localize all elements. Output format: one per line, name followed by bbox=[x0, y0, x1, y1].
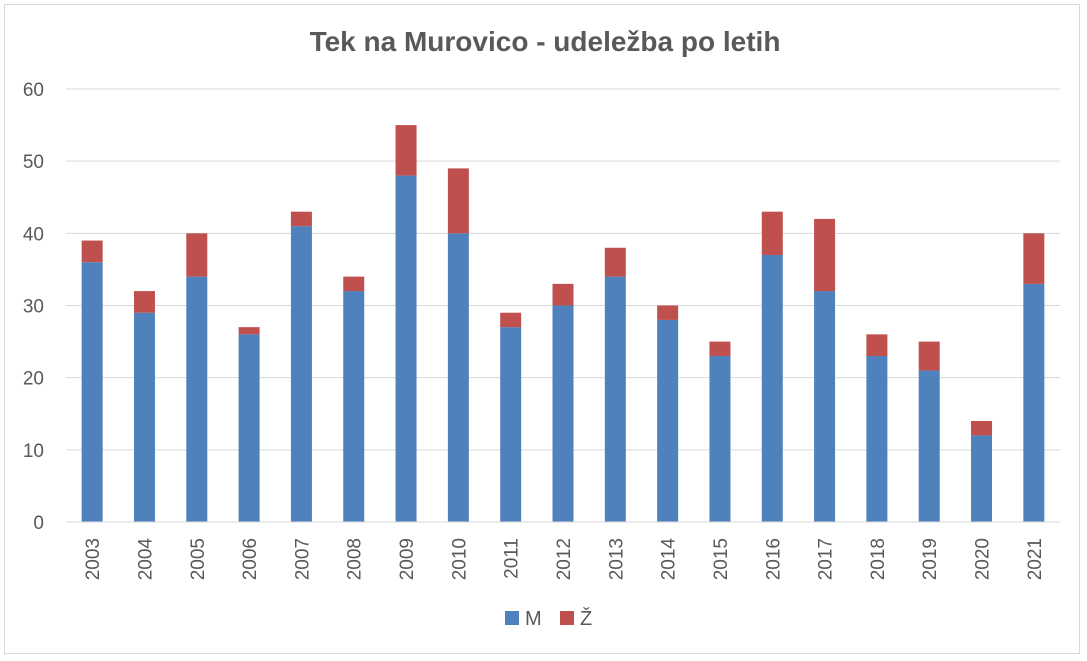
bar-ž-2005 bbox=[186, 233, 208, 277]
bar-ž-2004 bbox=[133, 291, 155, 313]
bar-m-2008 bbox=[343, 291, 365, 522]
bar-ž-2009 bbox=[395, 125, 417, 176]
x-tick-label: 2018 bbox=[868, 538, 889, 580]
bar-m-2004 bbox=[133, 312, 155, 522]
bar-m-2019 bbox=[918, 370, 940, 522]
bar-ž-2018 bbox=[866, 334, 888, 357]
x-tick-label: 2009 bbox=[397, 538, 418, 580]
bar-ž-2016 bbox=[761, 211, 783, 255]
y-tick-label: 0 bbox=[33, 513, 44, 534]
chart-frame bbox=[4, 4, 1080, 654]
bar-ž-2014 bbox=[657, 305, 679, 320]
bar-ž-2007 bbox=[290, 211, 312, 227]
bar-ž-2017 bbox=[814, 218, 836, 292]
bar-ž-2010 bbox=[447, 168, 469, 234]
bar-m-2021 bbox=[1023, 283, 1045, 522]
legend-label: Ž bbox=[580, 607, 592, 630]
bar-ž-2013 bbox=[604, 247, 626, 277]
x-tick-label: 2015 bbox=[711, 538, 732, 580]
bar-ž-2019 bbox=[918, 341, 940, 371]
bar-m-2009 bbox=[395, 175, 417, 522]
bar-m-2006 bbox=[238, 334, 260, 522]
x-tick-label: 2010 bbox=[449, 538, 470, 580]
bar-m-2013 bbox=[604, 276, 626, 522]
x-tick-label: 2020 bbox=[973, 538, 994, 580]
bar-ž-2012 bbox=[552, 283, 574, 306]
y-tick-label: 40 bbox=[23, 224, 44, 245]
x-tick-label: 2008 bbox=[345, 538, 366, 580]
y-tick-label: 30 bbox=[23, 297, 44, 318]
x-tick-label: 2004 bbox=[135, 538, 156, 581]
bar-ž-2021 bbox=[1023, 233, 1045, 284]
x-tick-label: 2013 bbox=[606, 538, 627, 580]
x-tick-label: 2016 bbox=[763, 538, 784, 580]
bar-m-2005 bbox=[186, 276, 208, 522]
bar-m-2007 bbox=[290, 226, 312, 522]
y-axis-ticks: 0 10 20 30 40 50 60 bbox=[23, 80, 44, 534]
bar-m-2017 bbox=[814, 291, 836, 522]
bar-m-2020 bbox=[971, 435, 993, 522]
bar-m-2018 bbox=[866, 356, 888, 522]
bar-m-2016 bbox=[761, 254, 783, 522]
x-tick-label: 2003 bbox=[83, 538, 104, 580]
legend-swatch-m bbox=[505, 611, 519, 625]
bar-m-2003 bbox=[81, 262, 103, 522]
x-tick-label: 2007 bbox=[292, 538, 313, 580]
bar-m-2014 bbox=[657, 319, 679, 522]
x-tick-label: 2005 bbox=[188, 538, 209, 580]
x-tick-label: 2021 bbox=[1025, 538, 1046, 580]
bar-ž-2006 bbox=[238, 327, 260, 335]
x-axis-ticks: 2003 2004 2005 2006 2007 2008 2009 2010 2011 2012… bbox=[83, 538, 1046, 581]
x-tick-label: 2014 bbox=[659, 538, 680, 581]
y-tick-label: 60 bbox=[23, 80, 44, 101]
x-tick-label: 2019 bbox=[920, 538, 941, 580]
x-tick-label: 2017 bbox=[816, 538, 837, 580]
x-tick-label: 2012 bbox=[554, 538, 575, 580]
gridlines bbox=[66, 88, 1060, 451]
bar-ž-2011 bbox=[500, 312, 522, 328]
bar-ž-2003 bbox=[81, 240, 103, 263]
bar-ž-2008 bbox=[343, 276, 365, 292]
y-tick-label: 10 bbox=[23, 441, 44, 462]
legend-swatch-ž bbox=[560, 611, 574, 625]
x-tick-label: 2011 bbox=[502, 538, 523, 579]
chart-title: Tek na Murovico - udeležba po letih bbox=[310, 26, 781, 57]
bar-m-2011 bbox=[500, 327, 522, 522]
bar-m-2010 bbox=[447, 233, 469, 523]
bar-ž-2015 bbox=[709, 341, 731, 357]
bars bbox=[81, 125, 1045, 523]
legend-label: M bbox=[525, 608, 542, 630]
x-tick-label: 2006 bbox=[240, 538, 261, 580]
bar-m-2015 bbox=[709, 356, 731, 522]
bar-ž-2020 bbox=[971, 420, 993, 436]
y-tick-label: 20 bbox=[23, 369, 44, 390]
y-tick-label: 50 bbox=[23, 152, 44, 173]
bar-m-2012 bbox=[552, 305, 574, 522]
